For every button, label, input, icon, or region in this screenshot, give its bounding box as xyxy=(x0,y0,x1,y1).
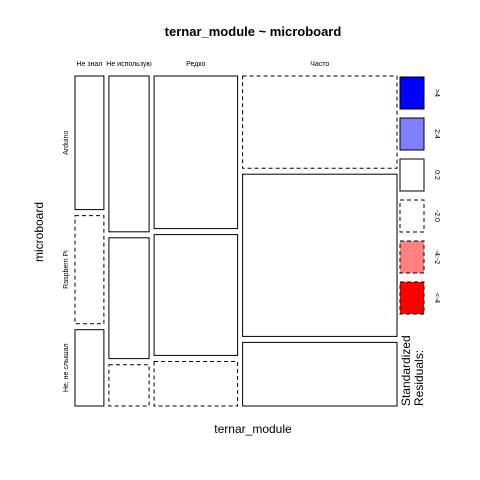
legend-swatch-0 xyxy=(399,76,425,110)
column-label-2: Редко xyxy=(186,61,205,68)
legend-swatch-2 xyxy=(399,158,425,192)
mosaic-cell-0-1 xyxy=(74,215,105,325)
legend-title-line1: Standardized xyxy=(399,335,413,406)
row-labels: Arduino Raspberri Pi Не, не слышал xyxy=(63,131,70,393)
legend-title-line2: Residuals: xyxy=(412,350,426,406)
legend-swatch-3 xyxy=(399,199,425,233)
y-axis-title: microboard xyxy=(32,202,46,262)
legend-swatch-4 xyxy=(399,240,425,274)
row-label-1: Raspberri Pi xyxy=(63,250,70,289)
x-axis-title: ternar_module xyxy=(214,422,292,436)
legend-swatch-1 xyxy=(399,117,425,151)
mosaic-cell-1-2 xyxy=(108,364,150,407)
mosaic-cell-2-0 xyxy=(153,75,239,230)
mosaic-cell-3-1 xyxy=(242,173,398,337)
legend-label-2: 0:2 xyxy=(433,170,440,180)
row-label-2: Не, не слышал xyxy=(63,343,70,392)
column-label-3: Часто xyxy=(310,61,329,68)
column-label-1: Не использую xyxy=(106,61,151,68)
legend-label-4: -4:-2 xyxy=(433,250,440,265)
legend-swatch-5 xyxy=(399,281,425,315)
legend-label-3: -2:0 xyxy=(433,210,440,222)
mosaic-cell-1-1 xyxy=(108,237,150,360)
mosaic-cell-3-2 xyxy=(242,341,398,407)
row-label-0: Arduino xyxy=(63,131,70,155)
column-label-0: Не знал xyxy=(76,61,102,68)
mosaic-cell-0-0 xyxy=(74,75,105,211)
mosaic-cells xyxy=(74,75,398,407)
mosaic-cell-1-0 xyxy=(108,75,150,233)
legend-label-5: <-4 xyxy=(433,293,440,303)
chart-title: ternar_module ~ microboard xyxy=(165,24,342,39)
legend-label-0: >4 xyxy=(433,89,440,97)
mosaic-cell-3-0 xyxy=(242,75,398,169)
mosaic-cell-2-1 xyxy=(153,234,239,356)
mosaic-cell-2-2 xyxy=(153,361,239,407)
mosaic-cell-0-2 xyxy=(74,329,105,407)
legend-label-1: 2:4 xyxy=(433,129,440,139)
legend: >4 2:4 0:2 -2:0 -4:-2 <-4 xyxy=(399,76,440,315)
column-labels: Не знал Не использую Редко Часто xyxy=(76,61,329,68)
